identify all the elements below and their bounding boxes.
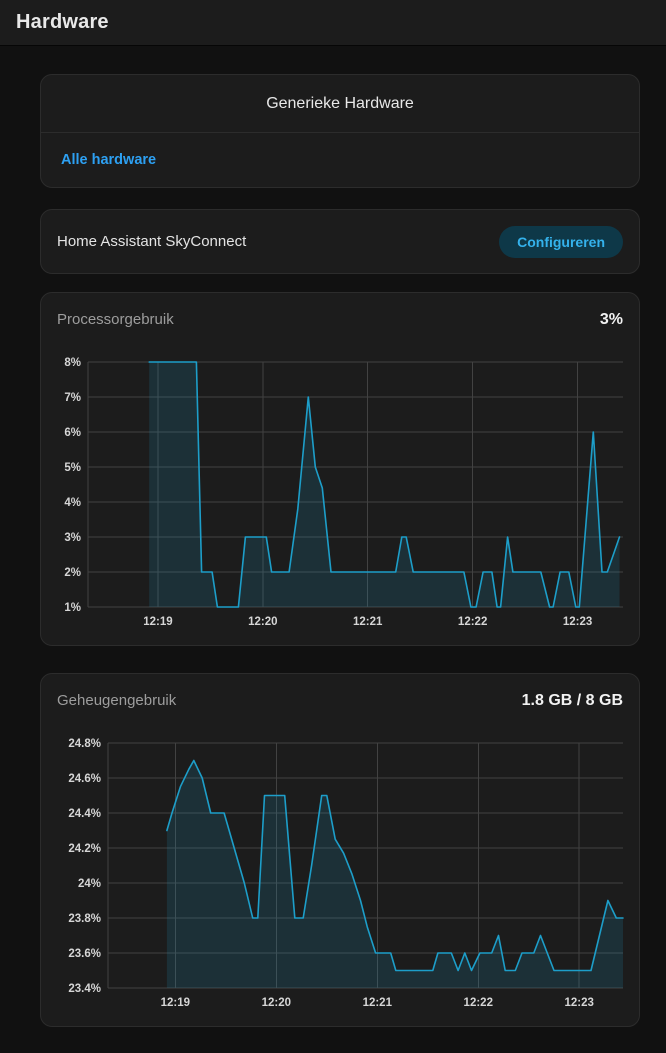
svg-text:24.6%: 24.6% xyxy=(68,773,101,785)
memory-usage-chart: 23.4% 23.6% 23.8% 24% 24.2% 24.4% 24.6% 24.8% 12… xyxy=(68,738,624,1009)
memory-current-value: 1.8 GB / 8 GB xyxy=(521,692,623,709)
skyconnect-card: Home Assistant SkyConnect Configureren xyxy=(40,209,640,274)
svg-text:5%: 5% xyxy=(64,462,81,474)
cpu-current-value: 3% xyxy=(599,311,623,328)
svg-text:12:20: 12:20 xyxy=(262,997,291,1009)
svg-text:3%: 3% xyxy=(64,532,81,544)
app-header: Hardware xyxy=(0,0,666,46)
cpu-usage-chart: 1% 2% 3% 4% 5% 6% 7% 8% 12:19 12:20 12:21 12:22 12:2… xyxy=(64,357,623,628)
svg-text:12:23: 12:23 xyxy=(563,616,592,628)
svg-text:24.8%: 24.8% xyxy=(68,738,101,750)
cpu-chart-header: Processorgebruik 3% xyxy=(41,311,639,329)
svg-text:12:23: 12:23 xyxy=(565,997,594,1009)
svg-text:12:20: 12:20 xyxy=(248,616,277,628)
svg-text:12:21: 12:21 xyxy=(363,997,393,1009)
all-hardware-link[interactable]: Alle hardware xyxy=(61,152,157,168)
svg-text:2%: 2% xyxy=(64,567,81,579)
svg-text:23.8%: 23.8% xyxy=(68,913,101,925)
svg-text:23.6%: 23.6% xyxy=(68,948,101,960)
main-content: Generieke Hardware Alle hardware Home As… xyxy=(0,46,666,1027)
svg-text:6%: 6% xyxy=(64,427,81,439)
svg-text:4%: 4% xyxy=(64,497,81,509)
divider xyxy=(41,132,639,133)
svg-text:12:22: 12:22 xyxy=(458,616,487,628)
memory-chart-header: Geheugengebruik 1.8 GB / 8 GB xyxy=(41,692,639,710)
configure-button[interactable]: Configureren xyxy=(499,225,623,258)
generic-hardware-card: Generieke Hardware Alle hardware xyxy=(40,74,640,188)
svg-text:7%: 7% xyxy=(64,392,81,404)
svg-text:12:21: 12:21 xyxy=(353,616,383,628)
svg-text:24%: 24% xyxy=(78,878,101,890)
svg-text:23.4%: 23.4% xyxy=(68,983,101,995)
svg-text:12:22: 12:22 xyxy=(464,997,493,1009)
device-name: Home Assistant SkyConnect xyxy=(57,233,247,250)
svg-text:8%: 8% xyxy=(64,357,81,369)
memory-usage-card: Geheugengebruik 1.8 GB / 8 GB 23.4% 23.6%… xyxy=(40,673,640,1027)
cpu-usage-card: Processorgebruik 3% 1% 2% 3% 4% 5% 6% 7% 8% 12:1… xyxy=(40,292,640,646)
svg-text:24.4%: 24.4% xyxy=(68,808,101,820)
svg-text:24.2%: 24.2% xyxy=(68,843,101,855)
generic-hardware-title: Generieke Hardware xyxy=(266,94,414,112)
cpu-chart-title: Processorgebruik xyxy=(57,311,174,328)
svg-text:1%: 1% xyxy=(64,602,81,614)
all-hardware-row: Alle hardware xyxy=(41,133,639,187)
page-title: Hardware xyxy=(16,11,109,33)
svg-text:12:19: 12:19 xyxy=(161,997,190,1009)
svg-text:12:19: 12:19 xyxy=(143,616,172,628)
memory-chart-title: Geheugengebruik xyxy=(57,692,177,709)
